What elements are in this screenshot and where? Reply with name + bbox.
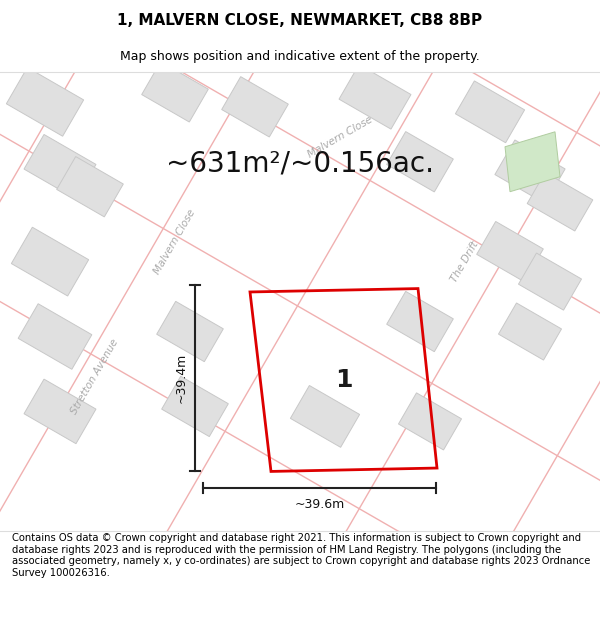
Polygon shape (505, 132, 560, 192)
Polygon shape (161, 376, 229, 437)
Polygon shape (339, 64, 411, 129)
Polygon shape (455, 81, 524, 142)
Polygon shape (7, 68, 83, 136)
Polygon shape (56, 156, 124, 217)
Text: ~39.4m: ~39.4m (175, 353, 187, 404)
Text: 1: 1 (335, 368, 353, 392)
Polygon shape (18, 304, 92, 369)
Text: Contains OS data © Crown copyright and database right 2021. This information is : Contains OS data © Crown copyright and d… (12, 533, 590, 578)
Text: The Drift: The Drift (449, 239, 481, 284)
Polygon shape (398, 393, 461, 450)
Polygon shape (157, 301, 223, 362)
Text: Map shows position and indicative extent of the property.: Map shows position and indicative extent… (120, 49, 480, 62)
Text: 1, MALVERN CLOSE, NEWMARKET, CB8 8BP: 1, MALVERN CLOSE, NEWMARKET, CB8 8BP (118, 12, 482, 28)
Text: ~631m²/~0.156ac.: ~631m²/~0.156ac. (166, 150, 434, 178)
Polygon shape (527, 173, 593, 231)
Polygon shape (290, 386, 359, 448)
Polygon shape (24, 134, 96, 199)
Polygon shape (386, 132, 454, 192)
Text: Malvern Close: Malvern Close (152, 208, 197, 276)
Polygon shape (476, 221, 544, 282)
Polygon shape (24, 379, 96, 444)
Polygon shape (518, 253, 581, 310)
Polygon shape (11, 228, 89, 296)
Polygon shape (386, 291, 454, 352)
Text: Stretton Avenue: Stretton Avenue (70, 337, 121, 416)
Polygon shape (142, 62, 208, 122)
Polygon shape (499, 303, 562, 360)
Text: Malvern Close: Malvern Close (306, 114, 374, 159)
Polygon shape (221, 77, 289, 137)
Polygon shape (495, 140, 565, 204)
Text: ~39.6m: ~39.6m (295, 498, 344, 511)
